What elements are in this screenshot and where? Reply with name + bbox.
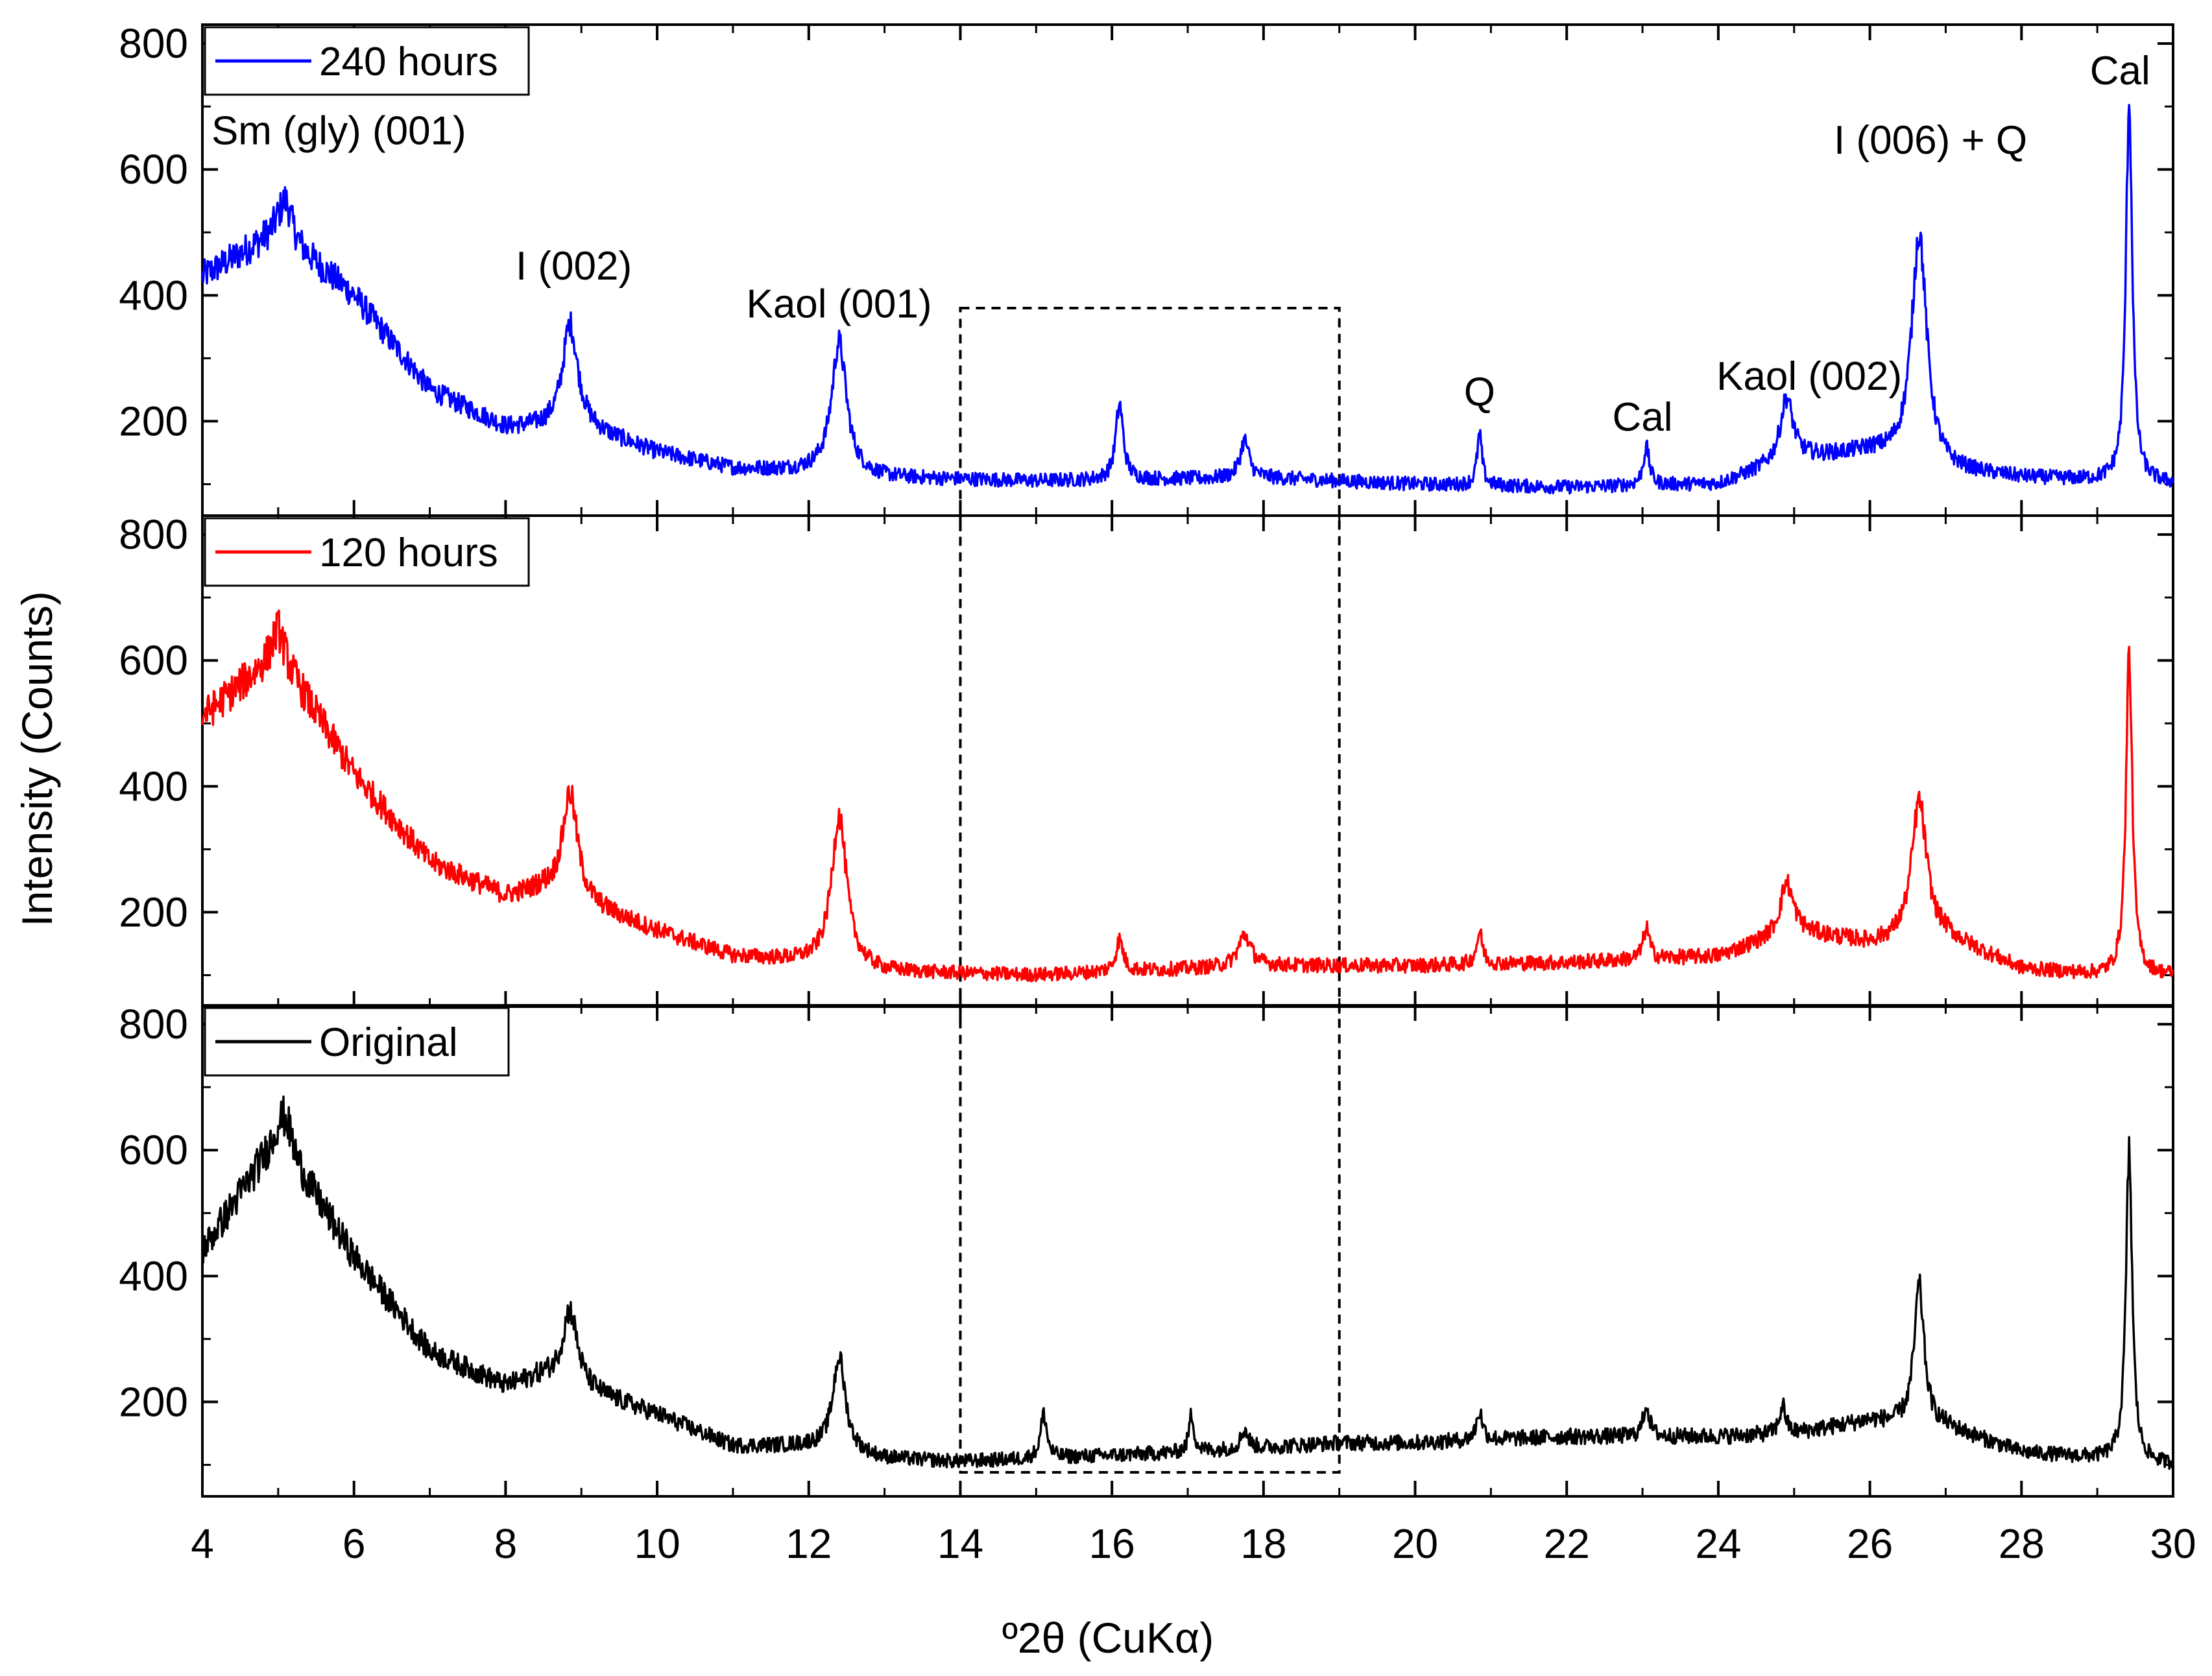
x-tick-label: 12 [786,1520,832,1567]
legend-label: 240 hours [319,40,498,84]
x-tick-label: 18 [1240,1520,1286,1567]
peak-annotation: I (006) + Q [1834,118,2027,163]
peak-annotation: Cal [2090,49,2150,93]
legend: 240 hours [204,26,530,96]
x-tick-label: 30 [2150,1520,2196,1567]
legend-label: 120 hours [319,531,498,575]
y-tick-label: 200 [119,1378,188,1425]
legend: Original [204,1007,510,1077]
y-tick-label: 600 [119,146,188,193]
y-tick-label: 200 [119,398,188,444]
series-line [201,609,2174,983]
y-axis-label: Intensity (Counts) [13,591,61,926]
x-tick-label: 10 [634,1520,680,1567]
peak-annotation: I (002) [516,244,632,289]
x-tick-label: 6 [343,1520,366,1567]
panel-frame [201,1004,2174,1498]
peak-annotation: Cal [1613,395,1673,440]
y-tick-label: 400 [119,272,188,318]
y-tick-label: 800 [119,511,188,558]
series-line [201,104,2174,495]
highlight-box [959,307,1341,1474]
peak-annotation: Kaol (002) [1716,354,1902,399]
legend-label: Original [319,1020,458,1065]
series-line [201,1095,2174,1470]
y-tick-label: 600 [119,637,188,684]
y-tick-label: 400 [119,763,188,809]
x-tick-label: 8 [494,1520,518,1567]
x-tick-label: 14 [937,1520,983,1567]
y-tick-label: 800 [119,1001,188,1048]
y-tick-label: 200 [119,889,188,935]
peak-annotation: Sm (gly) (001) [211,108,466,153]
panel-2: 200 400 600 800 Original [119,1001,2174,1498]
x-tick-label: 24 [1695,1520,1741,1567]
x-axis-label: º2θ (CuKα) [1002,1614,1214,1662]
y-tick-label: 400 [119,1252,188,1299]
x-tick-label: 26 [1847,1520,1893,1567]
panel-0: 200 400 600 800 240 hours Sm (gly) (001) I (00… [119,20,2174,517]
panel-1: 200 400 600 800 120 hours [119,511,2174,1008]
peak-annotation: Kaol (001) [746,281,932,326]
y-tick-label: 600 [119,1127,188,1173]
legend: 120 hours [204,517,530,587]
x-tick-label: 16 [1089,1520,1135,1567]
y-tick-label: 800 [119,20,188,67]
x-tick-label: 4 [191,1520,214,1567]
x-tick-label: 22 [1544,1520,1590,1567]
peak-annotation: Q [1464,370,1495,414]
x-tick-label: 28 [1999,1520,2045,1567]
x-tick-label: 20 [1392,1520,1438,1567]
